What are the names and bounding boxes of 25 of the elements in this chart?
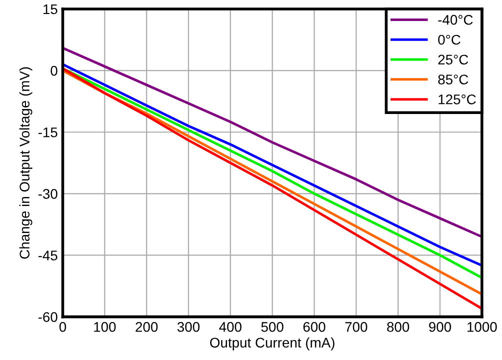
y-tick-label: 0 <box>50 66 58 76</box>
x-tick-label: 600 <box>303 322 326 332</box>
legend-label: 25°C <box>438 54 468 65</box>
y-tick-label: -30 <box>38 189 58 199</box>
x-tick-label: 400 <box>219 322 242 332</box>
y-tick-label: -45 <box>38 250 58 260</box>
x-tick-label: 100 <box>94 322 116 332</box>
y-tick-label: 15 <box>44 4 58 14</box>
legend-label: 125°C <box>438 94 476 104</box>
legend-label: -40°C <box>438 14 473 25</box>
x-tick-label: 200 <box>136 322 158 332</box>
x-tick-label: 500 <box>261 322 284 332</box>
line-series <box>62 46 482 238</box>
legend-label: 0°C <box>438 34 460 45</box>
x-tick-label: 800 <box>387 322 410 332</box>
y-tick-label: -15 <box>38 128 58 138</box>
x-tick-label: 700 <box>345 322 368 332</box>
x-tick-label: 300 <box>177 322 200 332</box>
x-axis-title: Output Current (mA) <box>210 337 334 350</box>
legend-label: 85°C <box>438 74 468 84</box>
x-tick-label: 1000 <box>468 322 497 332</box>
x-tick-label: 900 <box>429 322 452 332</box>
x-tick-label: 0 <box>59 322 66 332</box>
y-axis-title: Change in Output Voltage (mV) <box>19 67 32 259</box>
y-tick-label: -60 <box>38 312 58 322</box>
